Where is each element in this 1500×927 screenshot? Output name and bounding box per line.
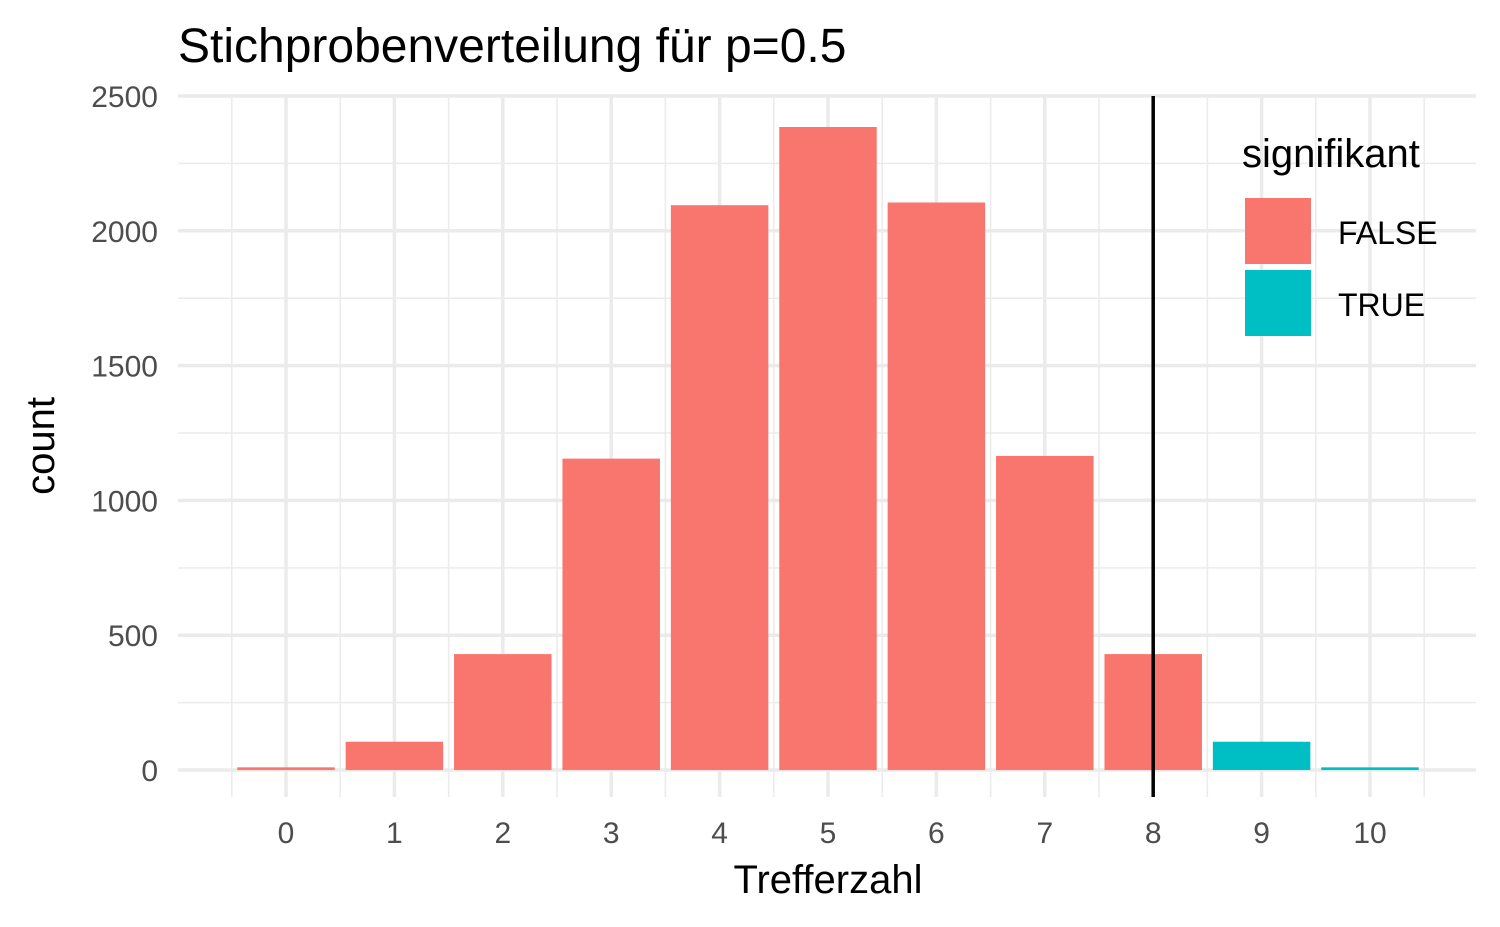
bar-5 <box>779 127 877 771</box>
y-tick-label: 2500 <box>91 81 158 114</box>
y-tick-label: 1000 <box>91 485 158 518</box>
bar-10 <box>1321 767 1419 771</box>
x-tick-label: 0 <box>278 817 295 850</box>
bar-1 <box>345 741 444 771</box>
y-tick-label: 2000 <box>91 216 158 249</box>
legend: signifikant FALSE TRUE <box>1242 132 1438 336</box>
legend-label-true: TRUE <box>1338 287 1425 323</box>
x-tick-label: 4 <box>711 817 728 850</box>
bar-4 <box>670 205 769 771</box>
legend-title: signifikant <box>1242 132 1420 176</box>
legend-key-false <box>1245 198 1311 264</box>
x-tick-label: 3 <box>603 817 620 850</box>
y-tick-label: 0 <box>141 755 158 788</box>
x-axis-ticks: 0 1 2 3 4 5 6 7 8 9 10 <box>278 817 1387 850</box>
y-axis-ticks: 0 500 1000 1500 2000 2500 <box>91 81 158 788</box>
bars <box>237 127 1419 771</box>
x-tick-label: 6 <box>928 817 945 850</box>
y-tick-label: 1500 <box>91 351 158 384</box>
bar-9 <box>1212 741 1311 771</box>
bar-0 <box>237 767 335 771</box>
legend-key-true <box>1245 270 1311 336</box>
x-axis-title: Trefferzahl <box>734 858 923 902</box>
x-tick-label: 1 <box>386 817 403 850</box>
y-tick-label: 500 <box>108 620 158 653</box>
x-tick-label: 8 <box>1145 817 1162 850</box>
bar-6 <box>887 202 986 771</box>
x-tick-label: 5 <box>820 817 837 850</box>
bar-3 <box>562 458 660 771</box>
x-tick-label: 10 <box>1353 817 1386 850</box>
chart-title: Stichprobenverteilung für p=0.5 <box>178 20 846 73</box>
y-axis-title: count <box>19 397 63 495</box>
x-tick-label: 7 <box>1036 817 1053 850</box>
x-tick-label: 2 <box>494 817 511 850</box>
x-tick-label: 9 <box>1253 817 1270 850</box>
bar-7 <box>996 455 1094 771</box>
legend-label-false: FALSE <box>1338 215 1438 251</box>
bar-2 <box>454 654 552 771</box>
